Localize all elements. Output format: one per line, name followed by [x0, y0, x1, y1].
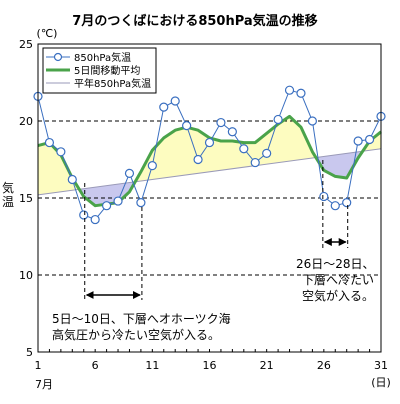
data-point [364, 134, 375, 145]
x-month-label: 7月 [35, 378, 53, 391]
annotation-text: 5日〜10日、下層へオホーツク海 [52, 311, 231, 326]
normal-temperature-line [37, 148, 382, 196]
x-tick-label: 6 [92, 359, 99, 372]
data-point [284, 85, 295, 95]
data-point [250, 157, 260, 168]
data-point [101, 201, 112, 211]
data-point [193, 154, 203, 165]
data-point [342, 198, 352, 208]
series-lines [33, 85, 386, 225]
data-point [216, 117, 226, 128]
gridlines [38, 120, 381, 276]
data-point [113, 196, 123, 206]
annotation-text: 空気が入る。 [302, 288, 374, 303]
x-tick-label: 11 [145, 359, 159, 372]
deviation-fills [38, 116, 381, 206]
data-point [204, 137, 215, 148]
y-axis-label-char: 温 [2, 195, 14, 209]
y-tick-label: 5 [26, 346, 33, 359]
data-point [262, 148, 272, 158]
annotation-text: 下層へ冷たい [302, 273, 374, 287]
legend-label: 850hPa気温 [74, 51, 131, 64]
above-normal-fill [134, 116, 316, 184]
data-point [353, 136, 363, 146]
data-point [79, 210, 89, 220]
data-point [67, 174, 77, 185]
x-unit-label: (日) [371, 376, 391, 389]
annotation-text: 高気圧から冷たい空気が入る。 [52, 327, 220, 342]
data-point [239, 144, 249, 154]
moving-average-line [37, 114, 382, 208]
data-point [136, 198, 146, 208]
data-point [56, 147, 66, 157]
legend-label: 5日間移動平均 [74, 64, 140, 77]
data-point [124, 168, 135, 178]
data-point [170, 96, 180, 106]
x-tick-label: 16 [203, 359, 217, 372]
y-tick-label: 10 [19, 269, 33, 282]
data-point [319, 191, 329, 202]
data-point [159, 102, 169, 112]
annotation-text: 26日〜28日、 [296, 257, 375, 271]
data-point [330, 201, 340, 211]
x-tick-label: 21 [260, 359, 274, 372]
data-point [296, 88, 306, 98]
x-tick-label: 1 [35, 359, 42, 372]
chart-title: 7月のつくばにおける850hPa気温の推移 [72, 13, 317, 29]
y-axis-label: 気温 [2, 180, 14, 209]
data-point [307, 116, 317, 126]
y-tick-label: 25 [19, 38, 33, 51]
y-axis-label-char: 気 [2, 180, 14, 195]
legend-label: 平年850hPa気温 [74, 77, 151, 90]
data-point [147, 161, 157, 171]
legend-marker-observed [53, 52, 63, 62]
x-tick-label: 26 [317, 359, 331, 372]
x-tick-label: 31 [374, 359, 388, 372]
data-point [182, 121, 192, 131]
data-point [44, 137, 55, 148]
data-point [273, 114, 283, 125]
data-point [90, 214, 100, 225]
data-point [227, 127, 237, 137]
y-tick-label: 20 [19, 115, 33, 128]
y-unit-label: (℃) [37, 27, 58, 40]
y-tick-label: 15 [19, 192, 33, 205]
